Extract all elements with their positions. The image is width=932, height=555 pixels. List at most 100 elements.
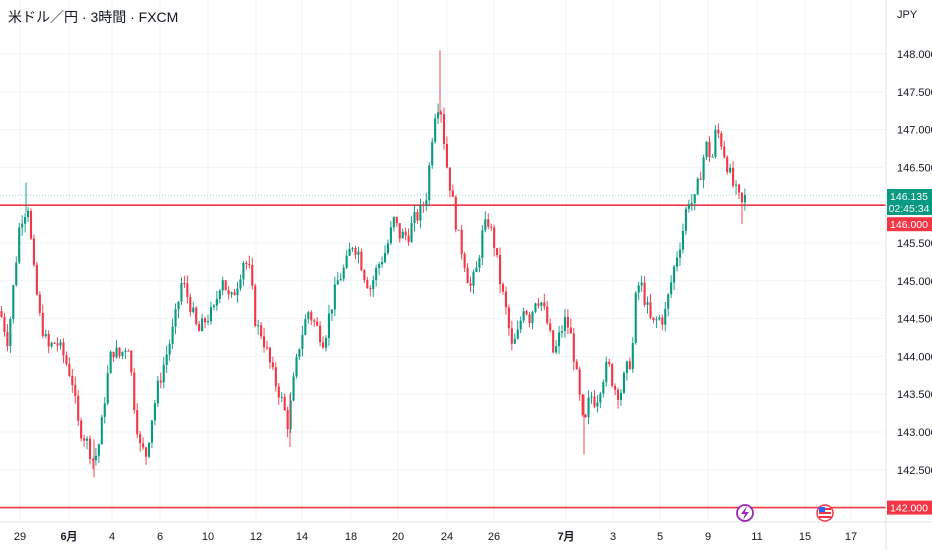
candle	[177, 300, 180, 319]
candle	[130, 350, 133, 377]
candle	[372, 275, 375, 298]
candle	[32, 234, 35, 267]
candle	[590, 391, 593, 404]
candle	[18, 222, 21, 265]
candle	[407, 228, 410, 246]
candle	[145, 446, 148, 465]
chart-title: 米ドル／円 · 3時間 · FXCM	[8, 9, 179, 25]
svg-text:146.135: 146.135	[890, 191, 928, 203]
currency-label[interactable]: JPY	[897, 9, 918, 21]
time-tick-label: 17	[845, 531, 857, 543]
candle	[9, 316, 12, 354]
candle	[664, 301, 667, 332]
candle	[3, 312, 6, 337]
svg-text:02:45:34: 02:45:34	[889, 203, 930, 215]
candle	[696, 177, 699, 196]
candle	[658, 314, 661, 321]
candle	[369, 285, 372, 297]
candle	[401, 228, 404, 239]
candle	[333, 276, 336, 317]
candle	[637, 281, 640, 300]
candle	[59, 339, 62, 350]
candle	[383, 245, 387, 264]
svg-text:142.000: 142.000	[890, 503, 928, 515]
candle	[295, 353, 298, 379]
candle	[413, 204, 416, 232]
candle	[448, 167, 451, 198]
candle	[649, 293, 652, 320]
candle	[434, 113, 437, 144]
candle	[475, 261, 478, 273]
candle	[174, 303, 177, 335]
candle	[723, 140, 726, 159]
lightning-icon[interactable]	[736, 504, 754, 522]
candle	[717, 123, 720, 139]
candle	[204, 316, 207, 329]
candle	[673, 264, 676, 291]
candle	[150, 420, 153, 449]
candle	[324, 335, 328, 352]
candle	[112, 351, 115, 363]
candle	[699, 171, 702, 180]
candle	[454, 195, 457, 233]
candle	[139, 431, 142, 452]
candle	[661, 314, 664, 331]
candle	[378, 261, 381, 276]
candle	[41, 304, 44, 339]
candle	[248, 255, 251, 269]
time-tick-label: 14	[296, 531, 308, 543]
candle	[690, 194, 693, 211]
candle	[136, 403, 139, 439]
candle	[655, 316, 658, 328]
candle	[206, 314, 210, 326]
candle	[484, 211, 487, 233]
candle	[153, 399, 156, 426]
candle	[558, 326, 561, 355]
candle	[442, 107, 446, 150]
candle	[628, 357, 631, 371]
candle	[77, 390, 80, 426]
candle	[180, 277, 183, 306]
time-tick-label: 10	[202, 531, 214, 543]
time-axis[interactable]: 29 6月 4 6 10 12 14 18 20 24 26 7月 3 5 9 11 15 17	[0, 521, 932, 543]
candle	[183, 275, 186, 288]
candle	[189, 293, 192, 317]
candle	[543, 293, 546, 311]
candle	[566, 309, 569, 335]
candle	[251, 257, 254, 290]
time-tick-label: 6月	[60, 530, 77, 543]
candle	[546, 300, 549, 325]
candle	[62, 338, 65, 364]
price-tick-label: 147.500	[897, 87, 932, 99]
candle	[478, 255, 481, 273]
candle	[292, 372, 295, 402]
event-markers[interactable]	[736, 504, 834, 522]
time-tick-label: 3	[610, 531, 616, 543]
candle	[47, 330, 50, 354]
candle	[218, 289, 221, 304]
candle	[587, 390, 590, 425]
candle	[209, 301, 212, 325]
us-flag-icon[interactable]	[816, 504, 834, 522]
candle	[428, 162, 431, 207]
candle	[729, 163, 732, 174]
candle	[537, 298, 540, 309]
candle	[555, 340, 558, 355]
candle	[572, 327, 575, 371]
time-tick-label: 26	[488, 531, 500, 543]
candle	[171, 318, 174, 349]
price-axis[interactable]: 148.000 147.500 147.000 146.500 146.000 145.5…	[885, 0, 932, 550]
candle	[440, 110, 443, 123]
candle	[705, 140, 708, 161]
candle	[336, 272, 339, 285]
candle	[304, 314, 307, 336]
candle	[416, 209, 419, 224]
candle	[195, 306, 198, 326]
svg-text:146.000: 146.000	[890, 219, 928, 231]
time-tick-label: 24	[441, 531, 453, 543]
candle	[499, 247, 502, 294]
candle	[487, 213, 490, 230]
candle	[71, 368, 74, 393]
